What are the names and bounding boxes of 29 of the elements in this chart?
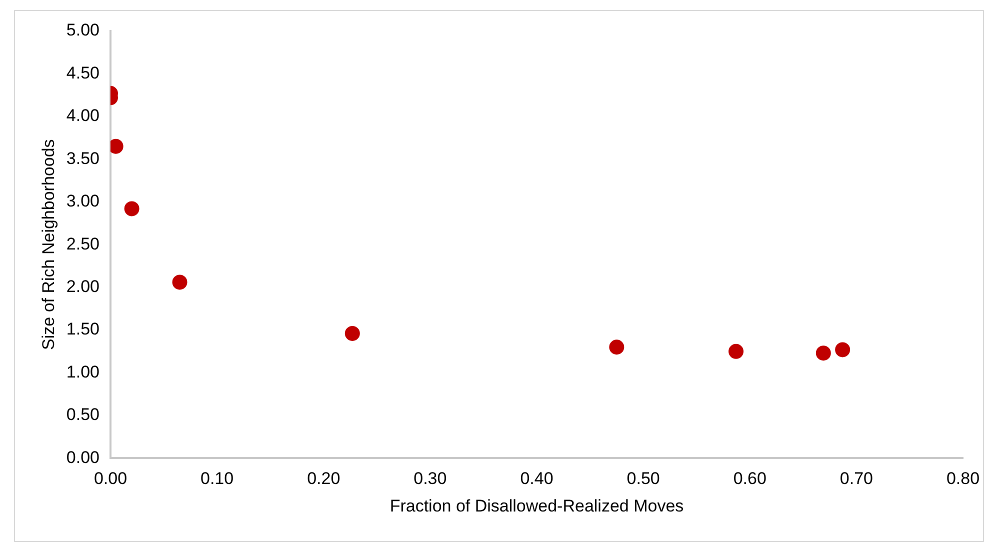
x-tick-label: 0.40 bbox=[520, 469, 554, 488]
x-axis-title: Fraction of Disallowed-Realized Moves bbox=[390, 496, 684, 516]
y-tick-label: 3.00 bbox=[66, 192, 100, 211]
x-tick-label: 0.10 bbox=[200, 469, 234, 488]
point bbox=[609, 340, 624, 355]
x-tick-label: 0.00 bbox=[94, 469, 128, 488]
x-tick-label: 0.80 bbox=[946, 469, 980, 488]
point bbox=[816, 346, 831, 361]
y-tick-label: 0.00 bbox=[66, 448, 100, 467]
y-tick-label: 5.00 bbox=[66, 20, 100, 40]
y-tick-label: 1.50 bbox=[66, 320, 100, 339]
x-tick-label: 0.20 bbox=[307, 469, 340, 488]
x-tick-label: 0.70 bbox=[840, 469, 873, 488]
point bbox=[728, 344, 744, 359]
x-tick-label: 0.30 bbox=[414, 469, 447, 488]
y-tick-label: 3.50 bbox=[66, 148, 100, 168]
y-tick-label: 2.00 bbox=[66, 277, 100, 296]
point bbox=[344, 326, 360, 341]
y-tick-label: 4.50 bbox=[66, 63, 100, 82]
y-tick-label: 2.50 bbox=[66, 234, 100, 254]
y-tick-label: 4.00 bbox=[66, 106, 100, 126]
point bbox=[835, 342, 850, 358]
point bbox=[172, 274, 188, 290]
y-tick-label: 0.50 bbox=[66, 405, 100, 424]
point bbox=[124, 201, 140, 216]
x-tick-label: 0.50 bbox=[626, 469, 660, 488]
x-tick-label: 0.60 bbox=[733, 469, 766, 488]
y-tick-label: 1.00 bbox=[66, 362, 100, 382]
y-axis-title: Size of Rich Neighborhoods bbox=[38, 139, 58, 350]
